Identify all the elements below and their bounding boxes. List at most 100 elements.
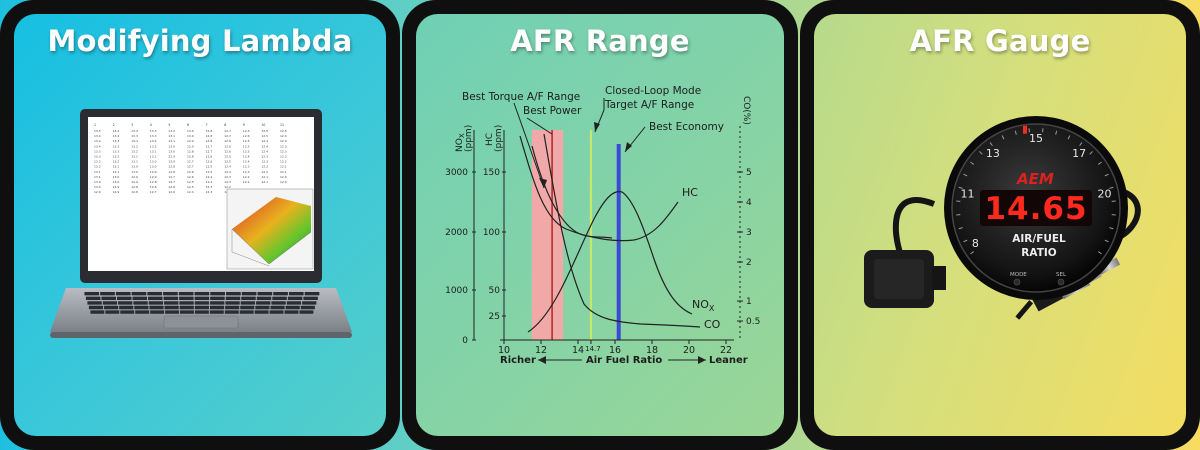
closed-loop-label: Closed-Loop Mode [605,85,701,97]
gauge-scale-label: 8 [972,237,979,250]
key [148,296,163,300]
table-cell: 12.4 [280,139,287,143]
gauge-tick [970,161,975,165]
nox-tick-label: 2000 [445,228,468,238]
table-cell: 12.6 [243,129,250,133]
key [299,310,314,314]
key [225,301,240,305]
gauge-scale-label: 20 [1097,187,1111,200]
table-cell: 12.8 [150,185,157,189]
panel-title: AFR Gauge [909,24,1091,58]
best-power-pointer [526,117,553,135]
x-tick-label: 20 [683,345,695,356]
gauge-tick [1089,151,1093,155]
table-cell: 12.8 [206,139,213,143]
table-cell: 12.9 [187,139,194,143]
table-cell: 12.8 [150,180,157,184]
key [285,305,300,310]
hc-curve-label: HC [682,186,698,199]
table-cell: 12.8 [168,170,175,174]
gauge-tick [1014,130,1017,135]
key [209,305,225,310]
key [102,301,118,305]
table-cell: 12.4 [280,134,287,138]
table-cell: 13.0 [131,165,138,169]
table-cell: 12.6 [206,160,213,164]
richer-arrow [538,356,546,364]
key [257,292,273,296]
table-header-cell: 4 [150,123,152,127]
key [119,305,134,310]
key [194,305,209,310]
table-cell: 13.2 [94,160,101,164]
gauge-tick [1104,173,1109,177]
table-cell: 12.5 [187,180,194,184]
gauge-indicator-led [1023,125,1028,134]
table-cell: 13.0 [168,149,175,153]
table-cell: 12.8 [187,155,194,159]
key [271,301,286,305]
table-cell: 13.0 [131,170,138,174]
table-cell: 13.1 [94,175,101,179]
table-cell: 12.2 [243,175,250,179]
table-cell: 13.2 [131,144,138,148]
gauge-label-air-fuel: AIR/FUEL [1012,233,1066,245]
x-tick-label: 14 [572,345,584,356]
gauge-display [980,190,1092,226]
gauge-tick [1097,161,1102,165]
key [272,296,287,300]
nox-axis-unit: (ppm) [464,125,474,152]
key [101,296,116,300]
best-torque-label: Best Torque A/F Range [462,91,580,103]
table-cell: 12.0 [280,175,287,179]
hc-axis-unit: (ppm) [494,125,504,152]
table-cell: 13.3 [94,149,101,153]
panel-title: Modifying Lambda [47,24,353,58]
table-cell: 13.2 [94,165,101,169]
table-cell: 12.6 [224,139,231,143]
table-cell: 13.4 [113,129,120,133]
x-tick-label: 16 [609,345,621,356]
key [179,301,194,305]
table-cell: 12.3 [224,175,231,179]
laptop-touchpad [163,315,239,329]
table-cell: 12.1 [261,180,268,184]
gauge-label-ratio: RATIO [1021,247,1056,259]
gauge-scale-label: 15 [1029,132,1043,145]
table-cell: 12.6 [187,175,194,179]
table-cell: 13.0 [113,175,120,179]
key [131,292,147,296]
mode-button[interactable] [1013,278,1021,286]
table-cell: 12.8 [131,190,138,194]
co-tick-label: 4 [746,198,752,208]
key [226,292,241,296]
co-tick-label: 2 [746,258,752,268]
co-axis-ticks: 5 4 3 2 1 0.5 [737,168,760,327]
laptop-keyboard [84,292,320,314]
sel-button[interactable] [1057,278,1065,286]
table-cell: 13.1 [150,155,157,159]
table-cell: 12.4 [261,144,268,148]
table-cell: 12.4 [187,190,194,194]
gauge-tick [963,239,968,243]
key [132,296,148,300]
key [287,296,303,300]
nox-curve-label: NOX [692,298,715,313]
table-cell: 12.5 [206,165,213,169]
key [255,305,270,310]
best-torque-pointer [513,102,545,189]
key [87,301,102,305]
key [194,296,210,300]
table-cell: 12.4 [224,170,231,174]
leaner-arrow [698,356,706,364]
key [224,310,239,314]
key [100,292,115,296]
table-cell: 12.6 [224,149,231,153]
table-cell: 13.4 [113,134,120,138]
x-tick-label: 18 [646,345,658,356]
table-header-cell: 11 [280,123,284,127]
table-header-cell: 5 [168,123,170,127]
hc-axis-label: HC [485,133,495,146]
key [164,305,179,310]
key [180,310,194,314]
